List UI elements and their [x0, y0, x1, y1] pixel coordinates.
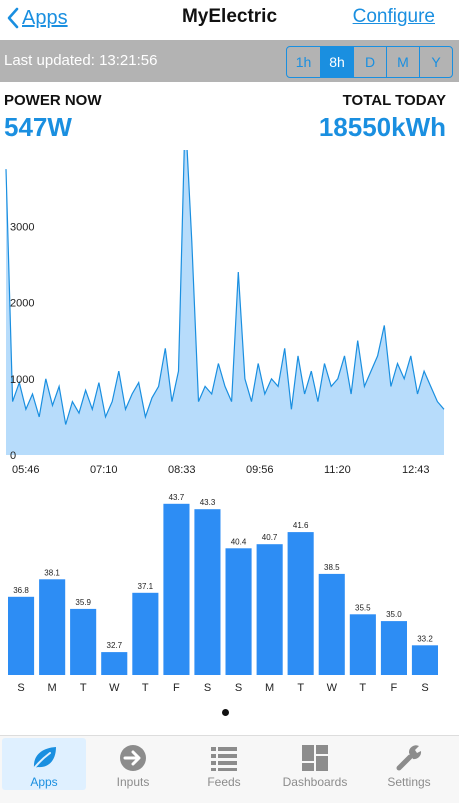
daily-bar: [349, 614, 376, 675]
y-tick-label: 0: [10, 450, 16, 462]
page-indicator-dot[interactable]: [222, 709, 229, 716]
bar-category-label: T: [297, 682, 304, 694]
tab-settings-label: Settings: [387, 775, 431, 789]
bar-value-label: 33.2: [417, 634, 433, 643]
daily-bar: [39, 579, 66, 675]
bar-category-label: T: [359, 682, 366, 694]
daily-bars: 36.8 S 38.1 M 35.9 T 32.7 W 37.1 T 43.7 F 43.3 S 40.4 S…: [8, 493, 438, 694]
x-tick-label: 07:10: [90, 464, 118, 476]
arrow-circle-icon: [120, 745, 146, 771]
range-selector: 1h 8h D M Y: [286, 46, 453, 78]
bar-value-label: 43.7: [169, 493, 185, 502]
configure-button[interactable]: Configure: [352, 6, 435, 27]
y-tick-label: 2000: [10, 298, 34, 310]
daily-bar: [256, 544, 283, 675]
y-tick-label: 1000: [10, 374, 34, 386]
bar-value-label: 35.5: [355, 603, 371, 612]
range-month[interactable]: M: [386, 47, 419, 77]
x-tick-label: 08:33: [168, 464, 196, 476]
x-tick-label: 09:56: [246, 464, 274, 476]
bar-value-label: 35.0: [386, 610, 402, 619]
leaf-icon: [31, 747, 56, 772]
bar-category-label: F: [173, 682, 180, 694]
daily-bar: [318, 573, 345, 675]
daily-bar: [70, 608, 97, 675]
x-tick-label: 05:46: [12, 464, 40, 476]
daily-bar: [194, 509, 221, 675]
wrench-icon: [396, 745, 422, 771]
total-today-value: 18550kWh: [318, 112, 446, 142]
bar-value-label: 32.7: [107, 641, 123, 650]
daily-bar-chart: 36.8 S 38.1 M 35.9 T 32.7 W 37.1 T 43.7 F 43.3 S 40.4 S…: [8, 493, 438, 694]
tab-dashboards[interactable]: Dashboards: [273, 738, 357, 790]
y-tick-label: 3000: [10, 221, 34, 233]
bar-category-label: S: [421, 682, 428, 694]
tab-inputs[interactable]: Inputs: [91, 738, 175, 790]
power-now-label: POWER NOW: [4, 92, 102, 109]
daily-bar: [8, 596, 35, 675]
range-1h[interactable]: 1h: [295, 54, 312, 70]
bar-value-label: 43.3: [200, 498, 216, 507]
bar-category-label: M: [265, 682, 274, 694]
bar-category-label: W: [109, 682, 120, 694]
power-area-chart: 0 1000 3000 2000 05:46 07:10 08:33 09:56 11:20 12…: [5, 150, 445, 476]
tab-dashboards-label: Dashboards: [282, 775, 348, 789]
bar-category-label: S: [235, 682, 242, 694]
bar-value-label: 37.1: [138, 582, 154, 591]
bar-category-label: W: [327, 682, 338, 694]
bar-value-label: 41.6: [293, 521, 309, 530]
daily-bar: [380, 621, 407, 675]
bar-category-label: T: [80, 682, 87, 694]
power-axis-ticks: 0 1000 3000 2000 05:46 07:10 08:33 09:56 11:20 12…: [10, 221, 430, 476]
bar-category-label: M: [48, 682, 57, 694]
daily-bar: [101, 652, 128, 675]
daily-bar: [225, 548, 252, 675]
list-icon: [211, 747, 237, 771]
bar-value-label: 35.9: [75, 598, 91, 607]
range-day[interactable]: D: [353, 47, 386, 77]
nav-bar: Apps MyElectric Configure: [0, 0, 459, 38]
bar-value-label: 38.5: [324, 563, 340, 572]
bar-value-label: 40.7: [262, 533, 278, 542]
daily-bar: [411, 645, 438, 675]
bar-value-label: 36.8: [13, 586, 29, 595]
bar-category-label: T: [142, 682, 149, 694]
tab-apps-label: Apps: [30, 775, 58, 789]
power-area-fill: [6, 150, 444, 455]
tab-feeds[interactable]: Feeds: [182, 738, 266, 790]
tab-feeds-label: Feeds: [207, 775, 241, 789]
dashboard-icon: [302, 745, 328, 771]
bar-value-label: 38.1: [44, 568, 60, 577]
range-year[interactable]: Y: [419, 47, 452, 77]
back-button[interactable]: Apps: [6, 4, 68, 32]
bar-category-label: S: [17, 682, 24, 694]
daily-bar: [163, 503, 190, 675]
status-bar: Last updated: 13:21:56 1h 8h D M Y: [0, 40, 459, 82]
bar-category-label: S: [204, 682, 211, 694]
power-now-value: 547W: [4, 112, 72, 142]
tab-settings[interactable]: Settings: [367, 738, 451, 790]
bar-value-label: 40.4: [231, 537, 247, 546]
chevron-left-icon: [7, 7, 19, 29]
bar-category-label: F: [391, 682, 398, 694]
range-8h[interactable]: 8h: [320, 47, 353, 77]
daily-bar: [132, 592, 159, 675]
tab-apps[interactable]: Apps: [2, 738, 86, 790]
x-tick-label: 12:43: [402, 464, 430, 476]
total-today-label: TOTAL TODAY: [342, 92, 446, 109]
power-line: [5, 150, 445, 425]
x-tick-label: 11:20: [324, 464, 351, 476]
last-updated-text: Last updated: 13:21:56: [4, 52, 158, 69]
tab-bar: Apps Inputs Feeds Dashboards Settings: [0, 735, 459, 803]
daily-bar: [287, 532, 314, 675]
back-label: Apps: [22, 6, 68, 29]
power-area-series: [5, 150, 445, 455]
tab-inputs-label: Inputs: [116, 775, 150, 789]
